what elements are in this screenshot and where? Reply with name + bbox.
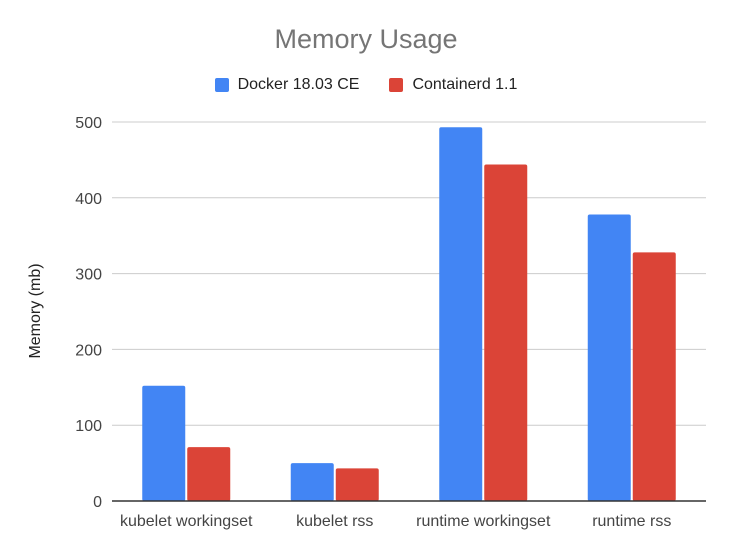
x-tick-label: kubelet rss — [296, 513, 373, 530]
bar-docker — [439, 127, 483, 501]
chart-title: Memory Usage — [274, 24, 458, 54]
bar-containerd — [335, 468, 379, 501]
x-tick-label: runtime workingset — [416, 513, 551, 530]
legend-item-containerd: Containerd 1.1 — [389, 76, 517, 94]
x-tick-label: runtime rss — [592, 513, 671, 530]
x-tick-label: kubelet workingset — [120, 513, 253, 530]
legend: Docker 18.03 CE Containerd 1.1 — [0, 76, 732, 94]
legend-label-containerd: Containerd 1.1 — [412, 76, 518, 93]
y-tick-label: 400 — [75, 191, 102, 208]
y-tick-label: 300 — [75, 267, 102, 284]
legend-swatch-docker — [214, 78, 229, 92]
bar-containerd — [632, 252, 676, 501]
y-tick-label: 0 — [93, 494, 102, 511]
legend-swatch-containerd — [389, 78, 404, 92]
bar-docker — [290, 463, 334, 501]
legend-label-docker: Docker 18.03 CE — [237, 76, 360, 93]
bar-containerd — [187, 447, 231, 501]
y-tick-label: 500 — [75, 115, 102, 132]
y-tick-label: 200 — [75, 342, 102, 359]
bar-containerd — [484, 164, 528, 501]
bar-docker — [142, 385, 186, 501]
y-tick-label: 100 — [75, 418, 102, 435]
bar-docker — [587, 214, 631, 501]
legend-item-docker: Docker 18.03 CE — [214, 76, 360, 94]
